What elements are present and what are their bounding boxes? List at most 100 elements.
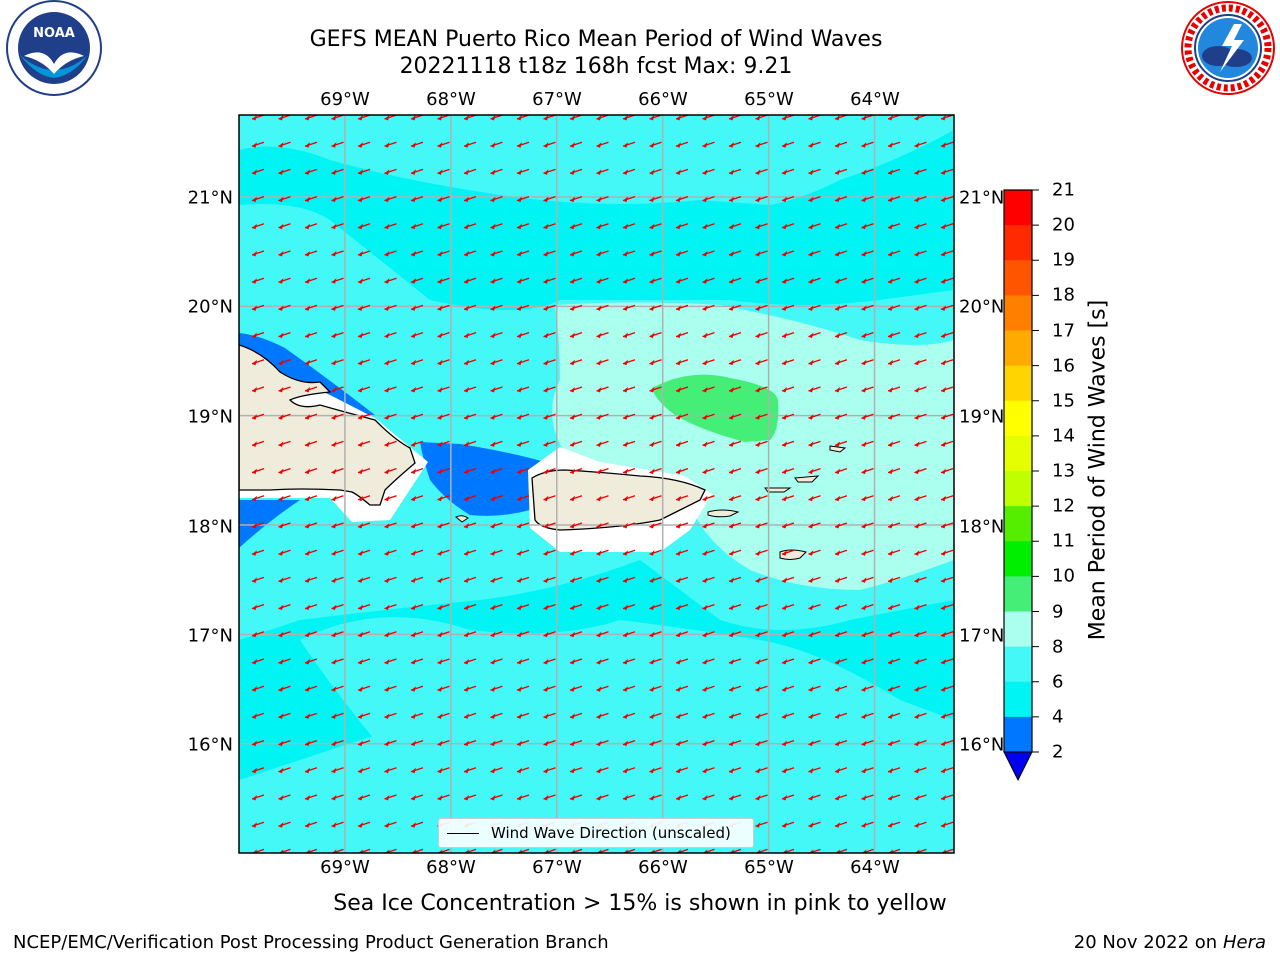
wind-wave-arrow	[304, 413, 318, 420]
wind-wave-arrow	[940, 712, 954, 719]
wind-wave-arrow	[861, 168, 874, 175]
colorbar-tick-label: 13	[1052, 460, 1075, 482]
wind-wave-arrow	[384, 331, 397, 339]
wind-wave-arrow	[384, 467, 397, 475]
wind-wave-arrow	[755, 168, 768, 175]
wind-wave-arrow	[675, 250, 689, 257]
wind-wave-arrow	[543, 522, 556, 529]
noaa-logo: NOAA	[6, 0, 102, 96]
wind-wave-arrow	[410, 467, 424, 475]
wind-wave-arrow	[490, 440, 503, 447]
wind-wave-arrow	[463, 685, 477, 692]
wind-wave-arrow	[675, 576, 689, 583]
field-zone-2-4	[239, 500, 300, 548]
wind-wave-arrow	[781, 549, 795, 556]
wind-wave-arrow	[490, 794, 503, 801]
wind-wave-arrow	[887, 331, 901, 339]
wind-wave-arrow	[808, 549, 821, 556]
wind-wave-arrow	[834, 223, 848, 230]
lon-label-top: 64°W	[850, 89, 900, 110]
wind-wave-arrow	[940, 739, 954, 747]
wind-wave-arrow	[304, 767, 318, 774]
wind-wave-arrow	[861, 223, 874, 230]
wind-wave-arrow	[516, 522, 530, 529]
wind-wave-arrow	[357, 739, 371, 747]
wind-wave-arrow	[622, 467, 636, 475]
wind-wave-arrow	[463, 522, 477, 529]
wind-wave-arrow	[357, 576, 371, 583]
wind-wave-arrow	[331, 359, 344, 366]
wind-wave-arrow	[702, 304, 715, 311]
wind-wave-arrow	[914, 522, 927, 529]
wind-wave-arrow	[834, 277, 848, 284]
wind-wave-arrow	[304, 794, 318, 801]
colorbar-bin	[1004, 330, 1032, 367]
wind-wave-arrow	[861, 549, 874, 556]
wind-wave-arrow	[940, 168, 954, 175]
wind-wave-arrow	[781, 440, 795, 447]
colorbar-bin	[1004, 225, 1032, 261]
wind-wave-arrow	[569, 549, 583, 556]
colorbar-bin	[1004, 506, 1032, 542]
wind-wave-arrow	[914, 603, 927, 611]
wind-wave-arrow	[675, 658, 689, 665]
wind-wave-arrow	[410, 821, 424, 828]
lon-label-top: 67°W	[532, 89, 582, 110]
wind-wave-arrow	[384, 658, 397, 665]
wind-wave-arrow	[914, 739, 927, 747]
wind-wave-arrow	[463, 603, 477, 611]
wind-wave-arrow	[781, 359, 795, 366]
wind-wave-arrow	[437, 603, 450, 611]
wind-wave-arrow	[437, 576, 450, 583]
wind-wave-arrow	[702, 386, 715, 393]
wind-wave-arrow	[278, 250, 291, 257]
wind-wave-arrow	[357, 413, 371, 420]
wind-wave-arrow	[384, 359, 397, 366]
wind-wave-arrow	[410, 658, 424, 665]
wind-wave-arrow	[596, 440, 609, 447]
wind-wave-arrow	[384, 168, 397, 175]
wind-wave-arrow	[278, 386, 291, 393]
wind-wave-arrow	[251, 440, 265, 447]
wind-wave-arrow	[543, 223, 556, 230]
wind-wave-arrow	[490, 576, 503, 583]
wind-wave-arrow	[622, 304, 636, 311]
wind-wave-arrow	[384, 440, 397, 447]
wind-wave-arrow	[516, 331, 530, 339]
wind-wave-arrow	[516, 386, 530, 393]
wind-wave-arrow	[755, 223, 768, 230]
wind-wave-arrow	[649, 413, 662, 420]
wind-wave-arrow	[702, 359, 715, 366]
colorbar-tick-label: 19	[1052, 249, 1075, 271]
wind-wave-arrow	[914, 549, 927, 556]
wind-wave-arrow	[569, 250, 583, 257]
wind-wave-arrow	[569, 223, 583, 230]
wind-wave-arrow	[251, 739, 265, 747]
wind-wave-arrow	[887, 685, 901, 692]
wind-wave-arrow	[914, 631, 927, 638]
wind-wave-arrow	[278, 658, 291, 665]
wind-wave-arrow	[649, 250, 662, 257]
wind-wave-arrow	[304, 440, 318, 447]
wind-wave-arrow	[251, 603, 265, 611]
wind-wave-arrow	[516, 277, 530, 284]
colorbar-bin	[1004, 471, 1032, 507]
wind-wave-arrow	[331, 658, 344, 665]
wind-wave-arrow	[755, 712, 768, 719]
wind-wave-arrow	[728, 304, 742, 311]
wind-wave-arrow	[278, 359, 291, 366]
wind-wave-arrow	[622, 658, 636, 665]
wind-wave-arrow	[675, 304, 689, 311]
wind-wave-arrow	[516, 685, 530, 692]
field-zone-8-9	[239, 115, 954, 205]
wind-wave-arrow	[781, 331, 795, 339]
wind-wave-arrow	[251, 794, 265, 801]
wind-wave-arrow	[410, 631, 424, 638]
colorbar-tick-label: 6	[1052, 671, 1064, 693]
wind-wave-arrow	[543, 631, 556, 638]
wind-wave-arrow	[410, 359, 424, 366]
wind-wave-arrow	[808, 685, 821, 692]
wind-wave-arrow	[940, 304, 954, 311]
chart-subtitle: 20221118 t18z 168h fcst Max: 9.21	[399, 54, 793, 79]
wind-wave-arrow	[331, 223, 344, 230]
